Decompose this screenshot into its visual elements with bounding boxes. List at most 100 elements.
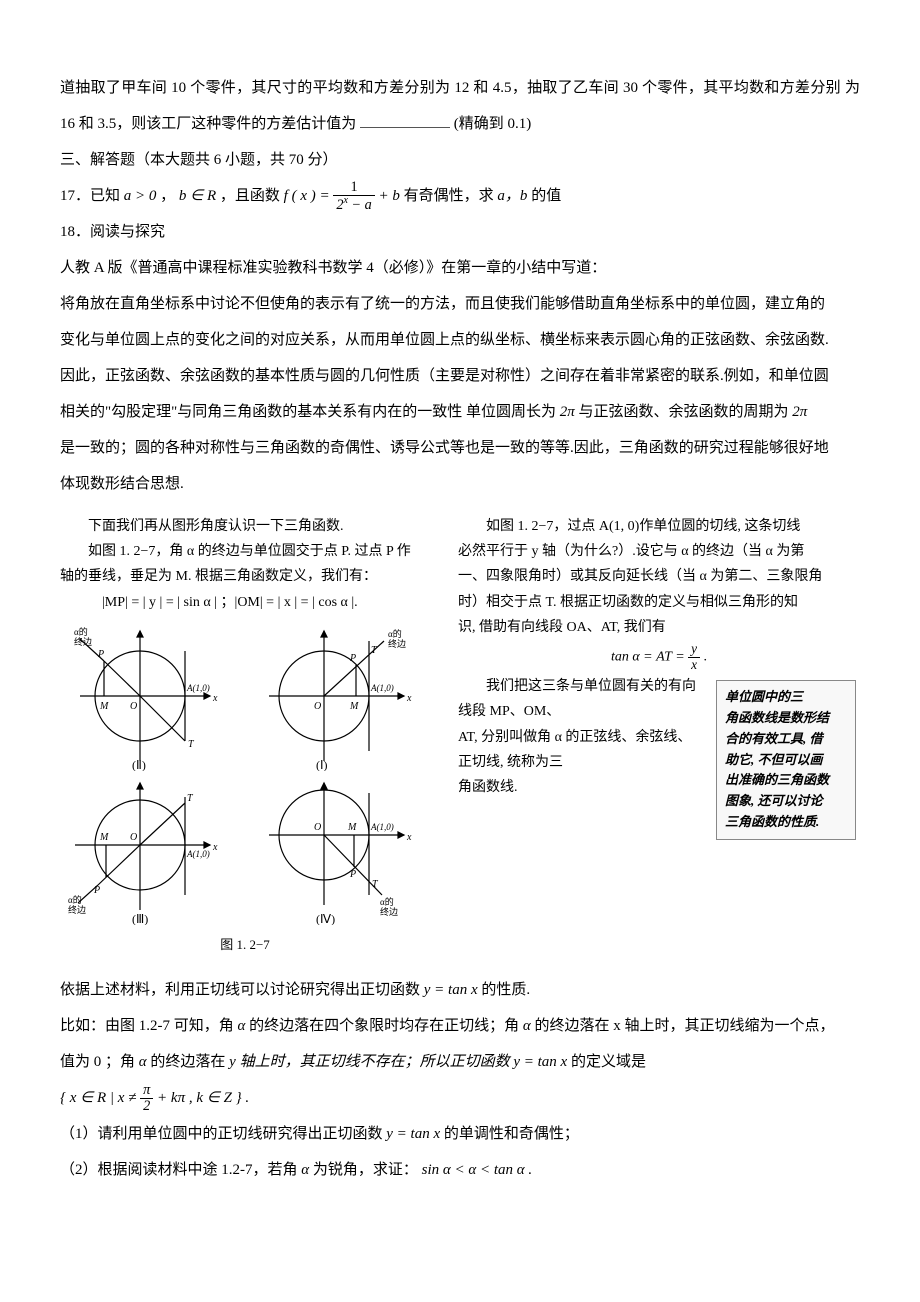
svg-text:M: M (99, 701, 109, 712)
note-line5: 出准确的三角函数 (725, 770, 847, 791)
q17-ab: a，b (497, 188, 527, 204)
svg-text:x: x (212, 693, 218, 704)
svg-text:α的: α的 (380, 896, 394, 907)
svg-text:α的: α的 (68, 894, 82, 905)
fig-right-line3: 一、四象限角时）或其反向延长线（当 α 为第二、三象限角 (458, 564, 860, 589)
svg-text:A(1,0): A(1,0) (370, 822, 394, 832)
note-line6: 图象, 还可以讨论 (725, 791, 847, 812)
postfig-p1b: 的性质. (481, 982, 530, 998)
postfig-p3: 值为 0 ；角 α 的终边落在 y 轴上时，其正切线不存在；所以正切函数 y =… (60, 1044, 860, 1080)
svg-text:(Ⅳ): (Ⅳ) (316, 912, 335, 925)
svg-text:T: T (188, 739, 195, 750)
diagram-1-svg: α的终边 T P O M A(1,0) x (Ⅰ) (254, 621, 414, 771)
diagram-1: α的终边 T P O M A(1,0) x (Ⅰ) (254, 621, 414, 771)
postfig-alpha2: α (523, 1018, 531, 1034)
q18-p2e: 是一致的；圆的各种对称性与三角函数的奇偶性、诱导公式等也是一致的等等.因此，三角… (60, 430, 860, 466)
postfig-p2a: 比如：由图 1.2-7 可知，角 (60, 1018, 234, 1034)
diagram-3-svg: M O P T A(1,0) x α的终边 (Ⅲ) (60, 775, 220, 925)
fig-right-line4: 时）相交于点 T. 根据正切函数的定义与相似三角形的知 (458, 590, 860, 615)
svg-text:x: x (406, 693, 412, 704)
subq-alpha4: α (301, 1162, 309, 1178)
postfig-set-den: 2 (140, 1099, 153, 1115)
postfig-set: { x ∈ R | x ≠ π 2 + kπ , k ∈ Z } . (60, 1080, 860, 1116)
q18-p2f: 体现数形结合思想. (60, 466, 860, 502)
fig-right-line5: 识, 借助有向线段 OA、AT, 我们有 (458, 615, 860, 640)
figure-block: 下面我们再从图形角度认识一下三角函数. 如图 1. 2−7，角 α 的终边与单位… (60, 514, 860, 956)
diagram-4: O M A(1,0) P T x α的终边 (Ⅳ) (254, 775, 414, 925)
svg-text:(Ⅲ): (Ⅲ) (132, 912, 148, 925)
q17-sep2: ，且函数 (220, 188, 280, 204)
diagram-caption: 图 1. 2−7 (60, 933, 430, 956)
postfig-set-frac: π 2 (140, 1083, 153, 1115)
q17-num: 1 (333, 180, 374, 197)
fig-left-line3: 轴的垂线，垂足为 M. 根据三角函数定义，我们有： (60, 564, 430, 589)
figure-right-column: 如图 1. 2−7，过点 A(1, 0)作单位圆的切线, 这条切线 必然平行于 … (458, 514, 860, 956)
note-line1: 单位圆中的三 (725, 687, 847, 708)
q17-cond3: 有奇偶性，求 (404, 188, 494, 204)
postfig-p2: 比如：由图 1.2-7 可知，角 α 的终边落在四个象限时均存在正切线；角 α … (60, 1008, 860, 1044)
q17-cond2: b ∈ R (179, 188, 216, 204)
q18-p2b: 变化与单位圆上点的变化之间的对应关系，从而用单位圆上点的纵坐标、横坐标来表示圆心… (60, 322, 860, 358)
preamble-line-1a: 道抽取了甲车间 10 个零件，其尺寸的平均数和方差分别为 12 和 4.5，抽取… (60, 80, 841, 96)
fig-left-eq: |MP| = | y | = | sin α | ；|OM| = | x | =… (60, 590, 430, 615)
fig-right-line2: 必然平行于 y 轴（为什么?）.设它与 α 的终边（当 α 为第 (458, 539, 860, 564)
subq-2a: （2）根据阅读材料中途 1.2-7，若角 (60, 1162, 298, 1178)
note-line3: 合的有效工具, 借 (725, 729, 847, 750)
q18-p2d: 相关的"勾股定理"与同角三角函数的基本关系有内在的一致性 单位圆周长为 2π 与… (60, 394, 860, 430)
postfig-alpha1: α (238, 1018, 246, 1034)
svg-text:A(1,0): A(1,0) (186, 683, 210, 693)
postfig-tan2: y = tan x (513, 1054, 567, 1070)
preamble-paragraph: 道抽取了甲车间 10 个零件，其尺寸的平均数和方差分别为 12 和 4.5，抽取… (60, 70, 860, 142)
q17-label: 17．已知 (60, 188, 120, 204)
postfig-set-left: { x ∈ R | x ≠ (60, 1090, 140, 1106)
svg-text:P: P (349, 653, 356, 664)
q18-p2d-a: 相关的"勾股定理"与同角三角函数的基本关系有内在的一致性 单位圆周长为 (60, 404, 556, 420)
postfig-p3b: 的终边落在 (150, 1054, 225, 1070)
q17-fraction: 1 2x − a (333, 180, 374, 214)
subq-1: （1）请利用单位圆中的正切线研究得出正切函数 y = tan x 的单调性和奇偶… (60, 1116, 860, 1152)
svg-text:T: T (372, 879, 379, 890)
svg-text:A(1,0): A(1,0) (186, 849, 210, 859)
q18-p2a: 将角放在直角坐标系中讨论不但使角的表示有了统一的方法，而且使我们能够借助直角坐标… (60, 286, 860, 322)
subq-tan3: y = tan x (386, 1126, 440, 1142)
subq-2: （2）根据阅读材料中途 1.2-7，若角 α 为锐角，求证： sin α < α… (60, 1152, 860, 1188)
note-box: 单位圆中的三 角函数线是数形结 合的有效工具, 借 助它, 不但可以画 出准确的… (716, 680, 856, 840)
q17-fx: f ( x ) = (284, 188, 330, 204)
svg-text:x: x (406, 832, 412, 843)
postfig-p1: 依据上述材料，利用正切线可以讨论研究得出正切函数 y = tan x 的性质. (60, 972, 860, 1008)
postfig-p2b: 的终边落在四个象限时均存在正切线；角 (249, 1018, 519, 1034)
postfig-p3a: 值为 0 ；角 (60, 1054, 135, 1070)
svg-text:O: O (314, 822, 321, 833)
q17-sep1: ， (160, 188, 175, 204)
subq-ineq: sin α < α < tan α . (422, 1162, 533, 1178)
svg-text:M: M (347, 822, 357, 833)
svg-text:A(1,0): A(1,0) (370, 683, 394, 693)
fill-blank (360, 114, 450, 128)
fig-right-eq: tan α = AT = y x . (458, 642, 860, 672)
note-line7: 三角函数的性质. (725, 812, 847, 833)
svg-text:(Ⅱ): (Ⅱ) (132, 758, 146, 771)
figure-left-column: 下面我们再从图形角度认识一下三角函数. 如图 1. 2−7，角 α 的终边与单位… (60, 514, 430, 956)
svg-text:O: O (130, 832, 137, 843)
postfig-yaxis: y 轴上时，其正切线不存在；所以正切函数 (229, 1054, 509, 1070)
svg-text:α的: α的 (74, 626, 88, 637)
note-line4: 助它, 不但可以画 (725, 750, 847, 771)
postfig-set-num: π (140, 1083, 153, 1100)
subq-1b: 的单调性和奇偶性； (444, 1126, 579, 1142)
svg-text:x: x (212, 842, 218, 853)
preamble-line-1c: (精确到 0.1) (454, 116, 532, 132)
fig-right-den: x (688, 658, 700, 673)
q17-den: 2x − a (333, 196, 374, 213)
fig-right-period: . (704, 649, 708, 664)
svg-text:M: M (349, 701, 359, 712)
svg-text:终边: 终边 (68, 904, 86, 915)
fig-right-num: y (688, 642, 700, 658)
section-3-title: 三、解答题（本大题共 6 小题，共 70 分） (60, 142, 860, 178)
fig-right-line1: 如图 1. 2−7，过点 A(1, 0)作单位圆的切线, 这条切线 (458, 514, 860, 539)
diagram-2-svg: α的终边 P M O A(1,0) x T (Ⅱ) (60, 621, 220, 771)
diagram-grid: α的终边 P M O A(1,0) x T (Ⅱ) (60, 621, 430, 925)
svg-text:T: T (187, 793, 194, 804)
fig-left-line2: 如图 1. 2−7，角 α 的终边与单位圆交于点 P. 过点 P 作 (60, 539, 430, 564)
svg-text:O: O (314, 701, 321, 712)
svg-text:终边: 终边 (388, 638, 406, 649)
